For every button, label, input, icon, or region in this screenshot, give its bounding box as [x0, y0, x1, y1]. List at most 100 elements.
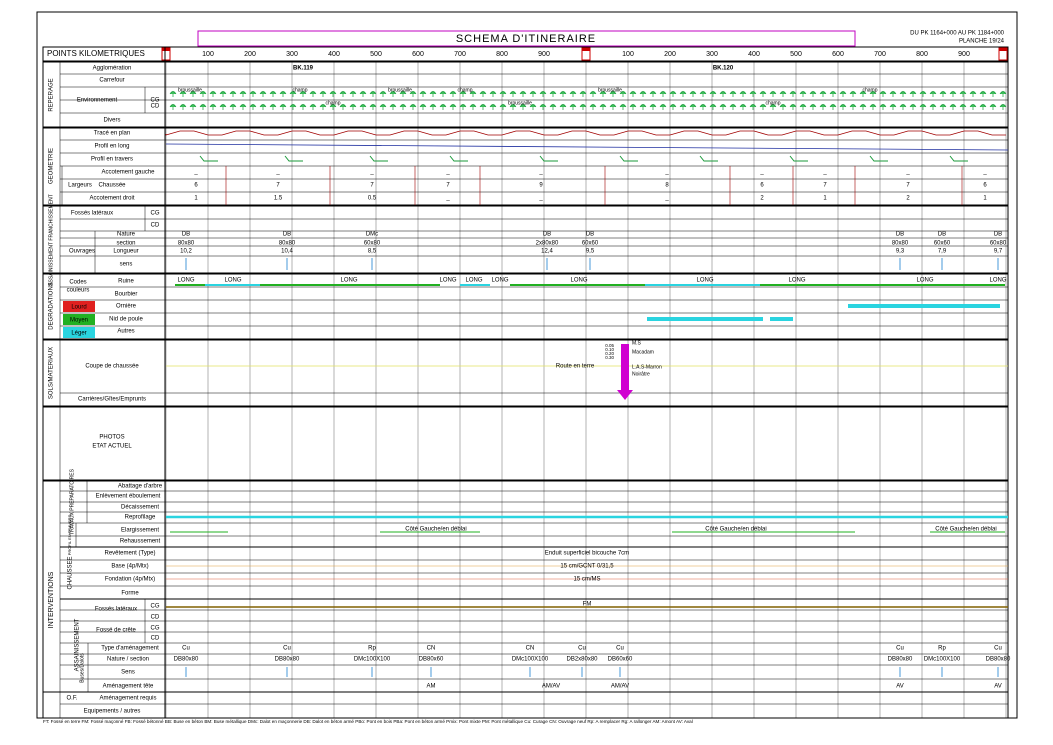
km-marker-top: [582, 48, 590, 51]
tree-symbol: [509, 91, 517, 97]
tree-symbol: [289, 91, 297, 97]
side-label: CD: [151, 223, 160, 229]
culvert-head: AM: [427, 684, 436, 690]
section-title: REPERAGE: [49, 78, 55, 111]
tree-symbol: [489, 104, 497, 110]
tree-symbol: [269, 91, 277, 97]
soil-layer: Macadam: [632, 349, 654, 355]
tree-symbol: [349, 104, 357, 110]
tree-symbol: [459, 91, 467, 97]
tree-symbol: [449, 91, 457, 97]
side-label: CD: [151, 104, 160, 110]
ruin-label: LONG: [989, 278, 1006, 284]
tree-symbol: [569, 104, 577, 110]
carriageway-width: 7: [906, 183, 910, 189]
tree-symbol: [769, 104, 777, 110]
tree-symbol: [559, 104, 567, 110]
carriageway-width: 7: [823, 183, 827, 189]
culvert-nature: DB: [586, 232, 594, 238]
tree-symbol: [659, 104, 667, 110]
row-label: Ouvrages: [69, 249, 95, 255]
section-box: [42, 406, 1009, 481]
culvert-work-section: DB80x80: [888, 657, 913, 663]
tree-symbol: [779, 91, 787, 97]
tree-symbol: [449, 104, 457, 110]
tree-symbol: [499, 104, 507, 110]
soil-depth: 0.30: [605, 355, 614, 360]
tree-symbol: [639, 91, 647, 97]
tree-symbol: [799, 91, 807, 97]
tree-symbol: [279, 104, 287, 110]
row-label: Fossé de crête: [96, 628, 136, 634]
tree-symbol: [749, 104, 757, 110]
tree-symbol: [409, 104, 417, 110]
shoulder-right: 2: [760, 196, 764, 202]
tree-symbol: [239, 91, 247, 97]
km-tick: 900: [538, 51, 550, 58]
culvert-section: 80x80: [892, 241, 909, 247]
tree-symbol: [689, 91, 697, 97]
cross-profile: [199, 155, 218, 162]
tree-symbol: [669, 91, 677, 97]
environment-label: broussaille: [508, 100, 532, 106]
km-tick: 700: [874, 51, 886, 58]
culvert-work-section: DB80x80: [986, 657, 1011, 663]
tree-symbol: [399, 104, 407, 110]
tree-symbol: [529, 91, 537, 97]
tree-symbol: [769, 91, 777, 97]
culvert-work-section: DB80x80: [174, 657, 199, 663]
ruin-label: LONG: [916, 278, 933, 284]
severity-label: Lourd: [71, 305, 86, 311]
environment-label: champ: [765, 100, 780, 106]
shoulder-left: _: [193, 170, 198, 176]
tree-symbol: [409, 91, 417, 97]
tree-symbol: [439, 104, 447, 110]
section-title: CHAUSSEE: [68, 556, 74, 589]
section-box: [42, 273, 1009, 340]
km-tick: 100: [202, 51, 214, 58]
tree-symbol: [909, 104, 917, 110]
carriageway-width: 6: [983, 183, 987, 189]
tree-symbol: [779, 104, 787, 110]
tree-symbol: [889, 104, 897, 110]
tree-symbol: [179, 104, 187, 110]
tree-symbol: [789, 91, 797, 97]
row-label: Divers: [103, 118, 120, 124]
tree-symbol: [389, 104, 397, 110]
tree-symbol: [969, 104, 977, 110]
tree-symbol: [869, 104, 877, 110]
row-label: Forme: [121, 591, 139, 597]
title: SCHEMA D'ITINERAIRE: [456, 33, 596, 45]
row-label: Ornière: [116, 304, 137, 310]
shoulder-left: _: [538, 170, 543, 176]
row-label: Equipements / autres: [84, 709, 141, 715]
tree-symbol: [859, 104, 867, 110]
tree-symbol: [399, 91, 407, 97]
section-title: ASSAINISSEMENT FRANCHISSEMENT: [48, 194, 54, 286]
tree-symbol: [429, 91, 437, 97]
environment-label: champ: [292, 87, 307, 93]
tree-symbol: [819, 91, 827, 97]
tree-symbol: [469, 91, 477, 97]
tree-symbol: [189, 104, 197, 110]
tree-symbol: [209, 91, 217, 97]
tree-symbol: [849, 91, 857, 97]
row-label: Agglomération: [93, 66, 132, 72]
section-title: DEGRADATIONS: [49, 282, 55, 330]
tree-symbol: [999, 91, 1007, 97]
tree-symbol: [889, 91, 897, 97]
environment-label: broussaille: [178, 87, 202, 93]
row-label: ETAT ACTUEL: [92, 444, 132, 450]
tree-symbol: [919, 91, 927, 97]
culvert-head: AM/AV: [611, 684, 629, 690]
culvert-work-type: Cu: [896, 646, 904, 652]
tree-symbol: [519, 104, 527, 110]
tree-symbol: [169, 91, 177, 97]
tree-symbol: [419, 91, 427, 97]
section-box: [42, 205, 1009, 274]
environment-label: broussaille: [388, 87, 412, 93]
soil-layer: Noirâtre: [632, 371, 650, 377]
culvert-nature: DB: [283, 232, 291, 238]
tree-symbol: [939, 91, 947, 97]
